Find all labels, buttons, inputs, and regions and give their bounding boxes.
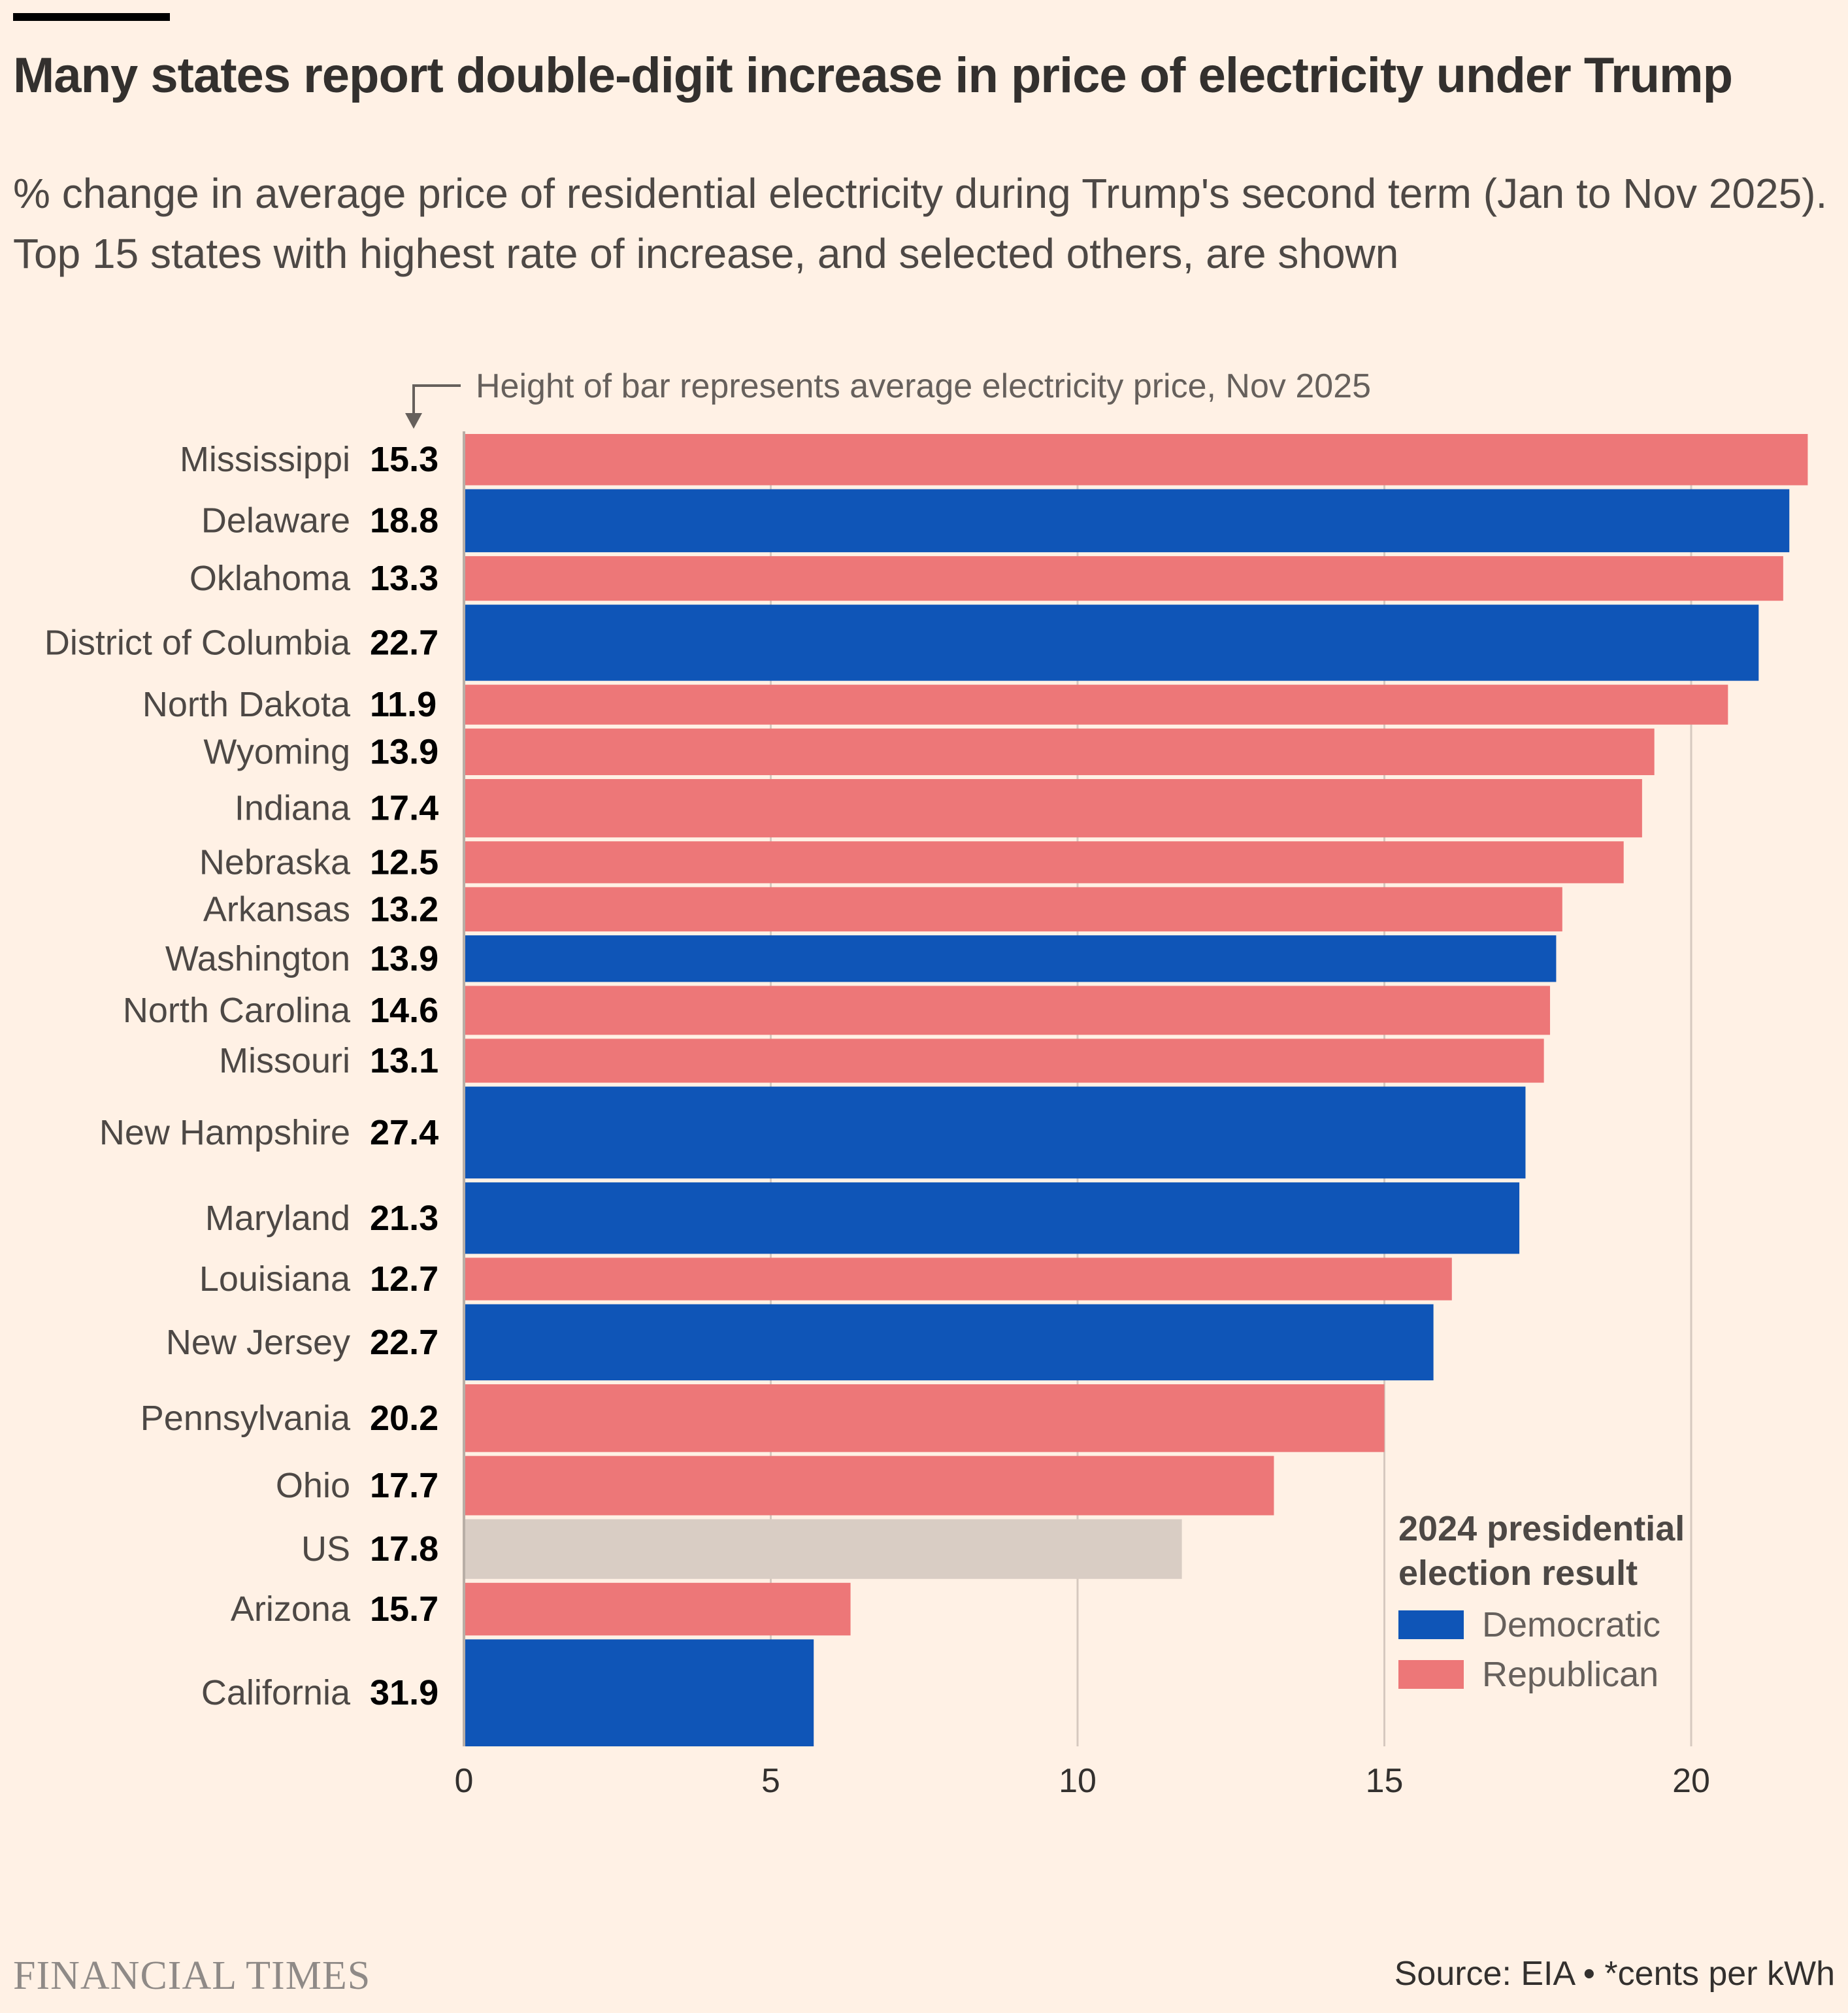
annotation: Height of bar represents average electri… [405,367,1371,429]
bar-north-dakota [464,684,1728,725]
bar-new-jersey [464,1304,1434,1381]
bar-delaware [464,489,1790,552]
price-label-louisiana: 12.7 [370,1259,438,1299]
bar-pennsylvania [464,1384,1385,1452]
price-label-pennsylvania: 20.2 [370,1399,438,1438]
state-label-delaware: Delaware [201,501,350,541]
state-label-district-of-columbia: District of Columbia [44,623,351,662]
state-label-wyoming: Wyoming [203,732,350,771]
state-label-nebraska: Nebraska [199,842,351,882]
bar-maryland [464,1182,1520,1254]
bar-mississippi [464,434,1808,486]
price-label-ohio: 17.7 [370,1466,438,1505]
legend-title-line2: election result [1398,1554,1638,1593]
x-tick-label-20: 20 [1672,1762,1710,1800]
legend-title-line1: 2024 presidential [1398,1509,1685,1548]
brand-logo: FINANCIAL TIMES [13,1954,371,1998]
bar-washington [464,935,1557,982]
bar-district-of-columbia [464,605,1759,681]
price-label-missouri: 13.1 [370,1041,438,1080]
state-label-pennsylvania: Pennsylvania [140,1399,351,1438]
state-label-new-jersey: New Jersey [166,1323,350,1362]
price-label-north-carolina: 14.6 [370,991,438,1030]
legend-item-democratic: Democratic [1398,1605,1685,1645]
annotation-text: Height of bar represents average electri… [476,367,1371,405]
bar-wyoming [464,728,1655,776]
price-label-district-of-columbia: 22.7 [370,623,438,662]
price-label-north-dakota: 11.9 [370,685,437,724]
state-label-north-dakota: North Dakota [142,685,351,724]
bar-oklahoma [464,556,1783,601]
bar-missouri [464,1039,1544,1083]
state-label-maryland: Maryland [205,1199,350,1238]
bar-california [464,1639,814,1746]
bar-new-hampshire [464,1086,1526,1179]
price-label-new-hampshire: 27.4 [370,1113,438,1152]
legend-swatch-republican [1398,1660,1464,1689]
price-label-new-jersey: 22.7 [370,1323,438,1362]
state-label-louisiana: Louisiana [199,1259,351,1299]
legend-label-democratic: Democratic [1482,1605,1661,1644]
price-label-arizona: 15.7 [370,1589,438,1629]
price-label-maryland: 21.3 [370,1199,438,1238]
x-tick-label-0: 0 [455,1762,474,1800]
x-tick-label-10: 10 [1059,1762,1097,1800]
state-label-us: US [301,1529,350,1569]
x-tick-label-5: 5 [761,1762,780,1800]
price-label-wyoming: 13.9 [370,732,438,771]
bar-chart: Mississippi 15.3 Delaware 18.8 Oklahoma 13.3 D… [44,367,1808,1800]
x-tick-label-15: 15 [1366,1762,1404,1800]
bar-arizona [464,1582,851,1636]
price-label-delaware: 18.8 [370,501,438,541]
bars [464,434,1808,1746]
legend-label-republican: Republican [1482,1655,1659,1694]
legend-swatch-democratic [1398,1610,1464,1639]
annotation-arrowhead [405,413,422,429]
bar-ohio [464,1456,1274,1516]
price-label-california: 31.9 [370,1673,438,1712]
state-label-oklahoma: Oklahoma [190,559,351,598]
state-label-north-carolina: North Carolina [123,991,351,1030]
price-label-nebraska: 12.5 [370,842,438,882]
state-label-indiana: Indiana [235,789,351,828]
bar-arkansas [464,887,1562,932]
legend: 2024 presidential election result Democr… [1398,1506,1685,1695]
price-label-arkansas: 13.2 [370,890,438,929]
bar-louisiana [464,1257,1452,1301]
row-labels: Mississippi 15.3 Delaware 18.8 Oklahoma 13.3 D… [44,440,438,1712]
x-axis: 0 5 10 15 20 [455,431,1710,1800]
annotation-leader [412,384,461,418]
bar-us [464,1519,1182,1579]
chart-title: Many states report double-digit increase… [13,48,1733,103]
chart-subtitle: % change in average price of residential… [13,170,1828,277]
top-rule [13,13,170,21]
state-label-california: California [201,1673,351,1712]
price-label-washington: 13.9 [370,939,438,978]
state-label-ohio: Ohio [276,1466,350,1505]
bar-indiana [464,779,1642,838]
state-label-missouri: Missouri [219,1041,350,1080]
state-label-washington: Washington [165,939,350,978]
source-note: Source: EIA • *cents per kWh [1394,1955,1835,1993]
price-label-mississippi: 15.3 [370,440,438,479]
legend-item-republican: Republican [1398,1654,1685,1695]
bar-nebraska [464,841,1624,884]
price-label-oklahoma: 13.3 [370,559,438,598]
price-label-us: 17.8 [370,1529,438,1569]
state-label-arizona: Arizona [231,1589,351,1629]
state-label-mississippi: Mississippi [180,440,350,479]
state-label-new-hampshire: New Hampshire [99,1113,350,1152]
bar-north-carolina [464,986,1551,1035]
price-label-indiana: 17.4 [370,789,438,828]
state-label-arkansas: Arkansas [203,890,350,929]
